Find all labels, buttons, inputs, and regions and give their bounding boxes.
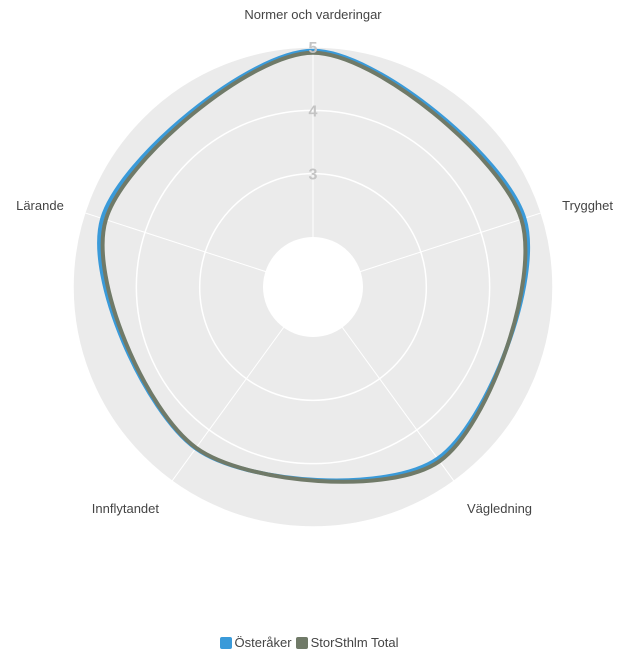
legend-swatch-storsthlm xyxy=(295,636,308,649)
tick-label-4: 4 xyxy=(309,103,318,120)
axis-labels: Normer och varderingar Trygghet Vägledni… xyxy=(16,7,613,516)
legend-item-storsthlm[interactable]: StorSthlm Total xyxy=(295,635,399,650)
legend-swatch-osteraker xyxy=(219,636,232,649)
series-line-1[interactable] xyxy=(100,50,528,484)
tick-label-3: 3 xyxy=(309,167,318,184)
tick-labels: 3 4 5 xyxy=(309,40,318,184)
legend: Österåker StorSthlm Total xyxy=(0,635,618,650)
axis-label-larande: Lärande xyxy=(16,198,64,213)
center-hole xyxy=(263,237,363,337)
legend-label-storsthlm: StorSthlm Total xyxy=(310,635,399,650)
axis-label-trygghet: Trygghet xyxy=(562,198,613,213)
axis-label-innflytandet: Innflytandet xyxy=(92,501,160,516)
legend-label-osteraker: Österåker xyxy=(234,635,292,650)
series-layer xyxy=(97,48,531,484)
tick-label-5: 5 xyxy=(309,40,318,57)
axis-label-vagledning: Vägledning xyxy=(467,501,532,516)
legend-item-osteraker[interactable]: Österåker xyxy=(219,635,292,650)
axis-label-normer: Normer och varderingar xyxy=(244,7,382,22)
